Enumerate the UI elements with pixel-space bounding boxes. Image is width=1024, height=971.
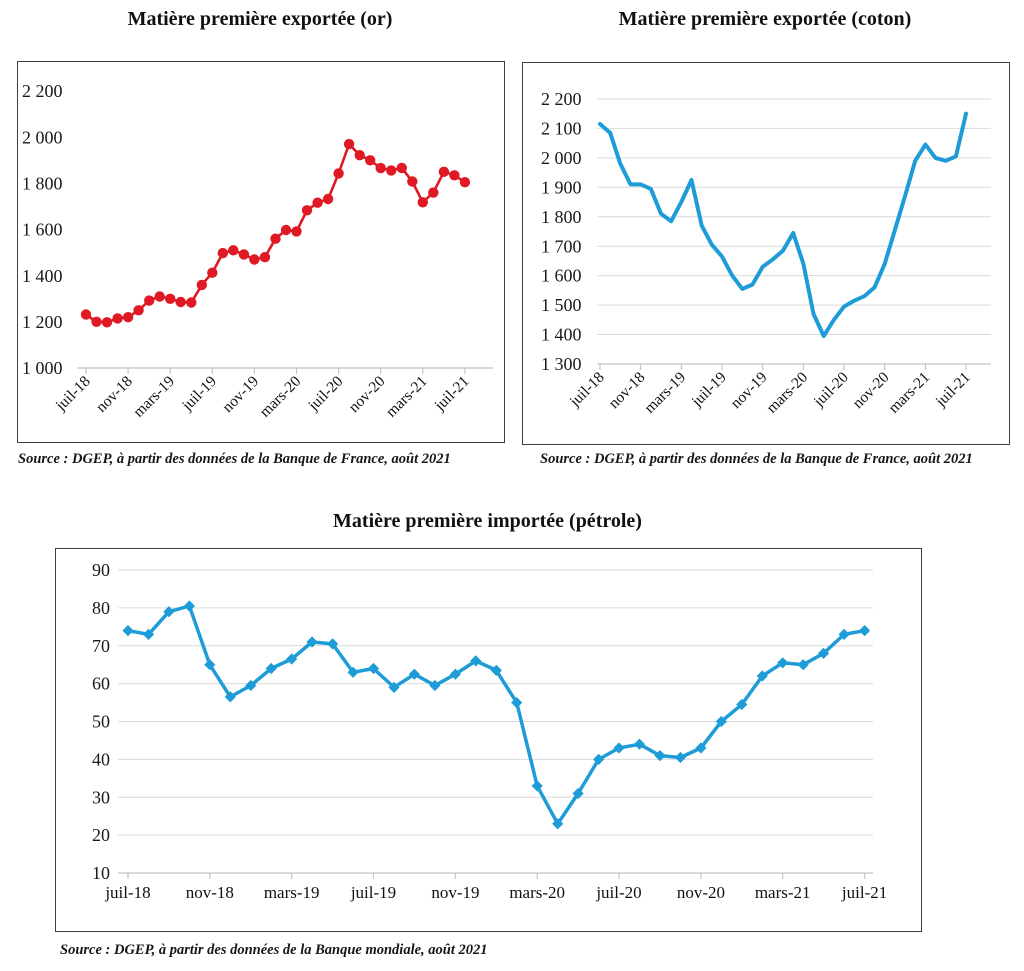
svg-text:juil-19: juil-19 <box>178 373 220 415</box>
svg-text:mars-21: mars-21 <box>885 369 933 417</box>
svg-text:1 400: 1 400 <box>22 266 63 286</box>
svg-text:juil-21: juil-21 <box>431 373 473 415</box>
svg-text:30: 30 <box>92 787 110 807</box>
svg-text:1 800: 1 800 <box>541 207 582 227</box>
svg-text:40: 40 <box>92 750 110 770</box>
chart-gold-source-note: Source : DGEP, à partir des données de l… <box>18 451 451 467</box>
svg-text:10: 10 <box>92 863 110 883</box>
svg-text:juil-19: juil-19 <box>688 369 730 411</box>
svg-text:juil-21: juil-21 <box>932 369 974 411</box>
cotton-line-chart: 2 200 2 100 2 000 1 900 1 800 1 700 1 600 1 500… <box>522 62 1010 445</box>
svg-text:nov-19: nov-19 <box>431 883 479 902</box>
svg-text:1 500: 1 500 <box>541 295 582 315</box>
svg-text:mars-19: mars-19 <box>264 883 320 902</box>
svg-text:2 200: 2 200 <box>22 81 63 101</box>
svg-text:2 200: 2 200 <box>541 89 582 109</box>
svg-text:2 000: 2 000 <box>541 148 582 168</box>
svg-text:1 600: 1 600 <box>22 220 63 240</box>
svg-text:juil-18: juil-18 <box>52 373 94 415</box>
svg-text:2 000: 2 000 <box>22 127 63 147</box>
svg-text:90: 90 <box>92 560 110 580</box>
svg-text:juil-18: juil-18 <box>566 369 608 411</box>
svg-text:juil-20: juil-20 <box>595 883 641 902</box>
svg-text:1 200: 1 200 <box>22 312 63 332</box>
svg-text:mars-20: mars-20 <box>763 369 811 417</box>
svg-text:1 700: 1 700 <box>541 236 582 256</box>
svg-text:mars-19: mars-19 <box>130 373 178 421</box>
svg-text:juil-18: juil-18 <box>104 883 150 902</box>
chart-cotton-source-note: Source : DGEP, à partir des données de l… <box>540 451 973 467</box>
svg-text:juil-20: juil-20 <box>304 373 346 415</box>
svg-text:20: 20 <box>92 825 110 845</box>
svg-text:1 600: 1 600 <box>541 266 582 286</box>
svg-text:1 300: 1 300 <box>541 354 582 374</box>
svg-text:2 100: 2 100 <box>541 119 582 139</box>
svg-text:juil-19: juil-19 <box>350 883 396 902</box>
svg-text:50: 50 <box>92 712 110 732</box>
svg-text:mars-19: mars-19 <box>641 369 689 417</box>
svg-text:80: 80 <box>92 598 110 618</box>
svg-text:1 400: 1 400 <box>541 325 582 345</box>
svg-text:nov-18: nov-18 <box>186 883 234 902</box>
svg-text:1 800: 1 800 <box>22 173 63 193</box>
svg-text:mars-20: mars-20 <box>509 883 565 902</box>
svg-text:70: 70 <box>92 636 110 656</box>
chart-oil-title: Matière première importée (pétrole) <box>333 510 642 532</box>
svg-text:60: 60 <box>92 674 110 694</box>
svg-text:1 000: 1 000 <box>22 358 63 378</box>
svg-text:mars-21: mars-21 <box>383 373 431 421</box>
svg-text:mars-21: mars-21 <box>755 883 811 902</box>
chart-cotton-title: Matière première exportée (coton) <box>618 8 912 30</box>
svg-text:mars-20: mars-20 <box>256 373 304 421</box>
svg-text:1 900: 1 900 <box>541 177 582 197</box>
chart-oil-source-note: Source : DGEP, à partir des données de l… <box>60 942 488 958</box>
svg-text:juil-20: juil-20 <box>810 369 852 411</box>
svg-text:juil-21: juil-21 <box>841 883 887 902</box>
chart-gold-title: Matière première exportée (or) <box>127 8 393 30</box>
svg-text:nov-20: nov-20 <box>677 883 725 902</box>
